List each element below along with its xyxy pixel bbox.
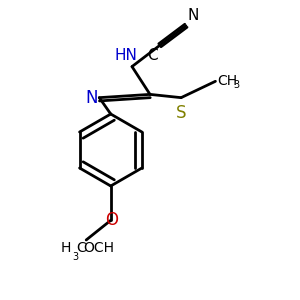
- Text: HN: HN: [114, 48, 137, 63]
- Text: O: O: [105, 211, 118, 229]
- Text: C: C: [76, 241, 86, 255]
- Text: N: N: [188, 8, 199, 23]
- Text: N: N: [86, 89, 98, 107]
- Text: 3: 3: [233, 80, 240, 90]
- Text: 3: 3: [73, 252, 79, 262]
- Text: CH: CH: [217, 74, 237, 88]
- Text: S: S: [176, 104, 186, 122]
- Text: H: H: [61, 241, 71, 255]
- Text: OCH: OCH: [83, 241, 114, 255]
- Text: C: C: [148, 48, 158, 63]
